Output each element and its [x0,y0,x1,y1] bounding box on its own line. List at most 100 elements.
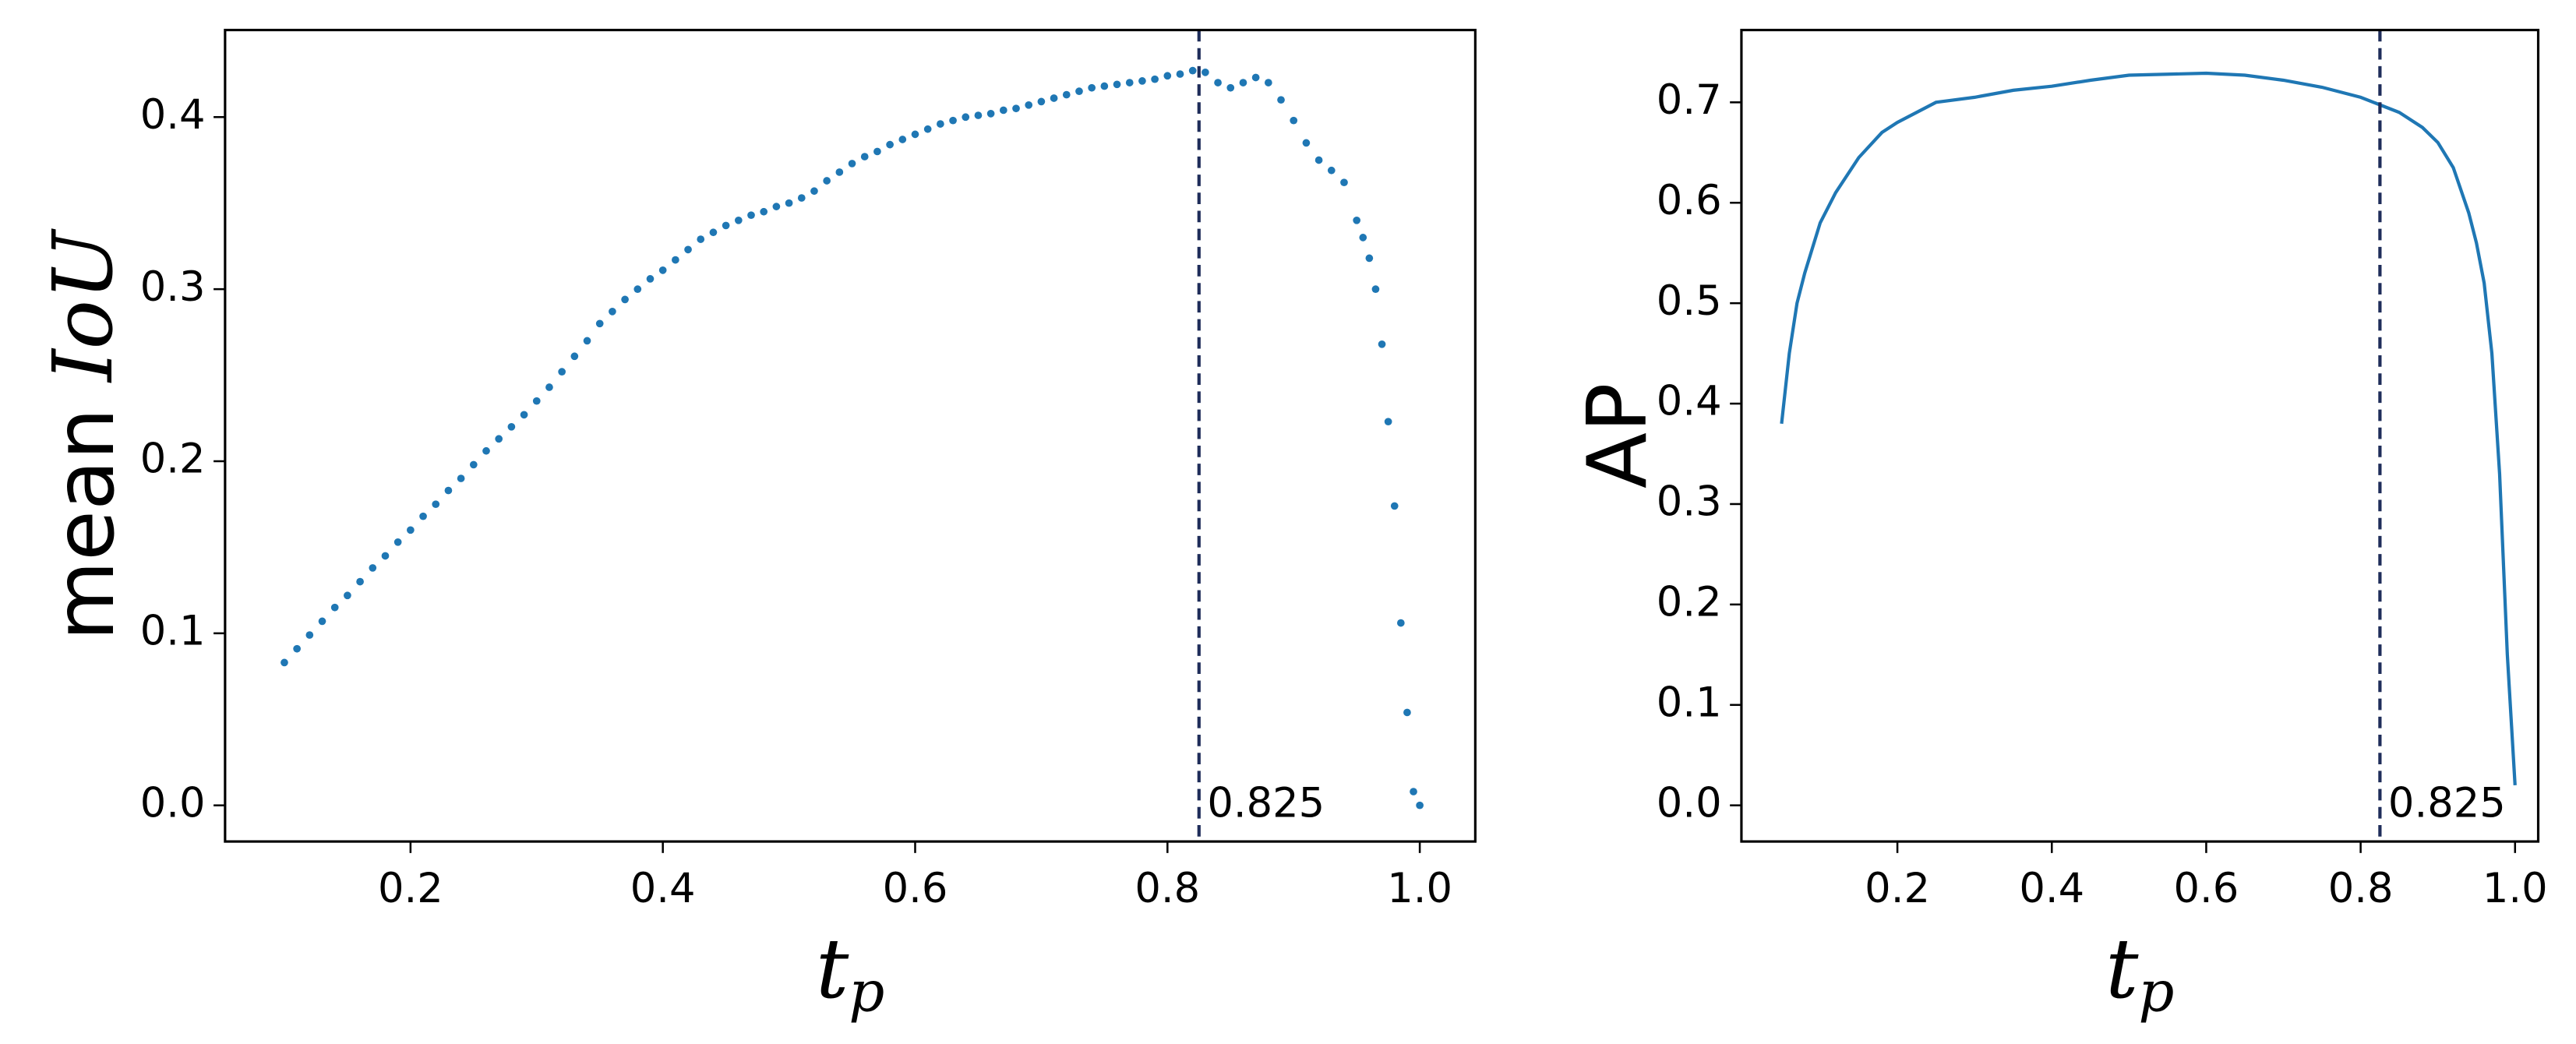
point [974,111,983,119]
point [393,538,402,546]
point [1365,254,1374,263]
point [658,266,667,274]
point [532,397,541,405]
x-label-sub: p [2138,958,2174,1024]
x-tick-label: 0.4 [2019,865,2084,912]
point [1416,801,1424,809]
x-tick-label: 0.6 [883,865,948,912]
point [344,591,351,600]
point [772,203,781,210]
point [1403,708,1411,717]
line [1780,71,2517,786]
point [1050,94,1058,102]
point [734,216,743,224]
point [1390,502,1399,510]
point [1251,73,1260,82]
point [962,113,970,122]
point [797,194,806,202]
point [1025,101,1033,109]
point [898,136,907,143]
point [318,617,326,626]
point [1088,83,1096,92]
point [419,512,427,520]
point [520,411,528,419]
point [432,500,440,509]
point [407,526,415,534]
point [1290,116,1298,125]
point [747,211,755,220]
point [684,245,692,254]
point [507,422,516,431]
point [1410,788,1417,795]
annotation: 0.825 [2388,779,2506,827]
point [697,235,705,243]
point [1384,418,1392,426]
y-axis-label: AP [1569,383,1665,488]
point [1151,75,1159,83]
point [356,577,364,586]
point [760,207,768,216]
point [457,474,465,482]
point [986,110,995,118]
y-tick-label: 0.5 [1657,277,1722,325]
point [1371,285,1380,293]
point [595,319,604,328]
point [923,125,932,133]
y-axis-label: mean IoU [35,228,132,641]
y-tick-label: 0.2 [140,436,206,483]
x-axis-label: tp [816,921,884,1024]
point [495,435,503,443]
point [305,631,314,639]
point [1075,87,1083,96]
point [1214,79,1222,86]
x-tick-label: 1.0 [2482,865,2548,912]
x-tick-label: 1.0 [1387,865,1452,912]
x-axis-label: tp [2105,921,2174,1024]
y-label-main: AP [1569,383,1665,488]
point [1314,156,1323,164]
point [1396,619,1405,627]
x-tick-label: 0.8 [2328,865,2394,912]
point [621,295,629,304]
point [785,199,793,207]
point [1113,80,1121,89]
y-tick-label: 0.7 [1657,76,1722,124]
point [1188,66,1197,75]
y-tick-label: 0.1 [140,607,206,654]
point [672,256,679,264]
x-label-main: t [816,921,849,1017]
point [1062,90,1071,99]
point [1378,340,1386,348]
point [1226,83,1235,92]
y-tick-label: 0.4 [140,91,206,139]
point [823,177,831,185]
point [1138,77,1146,85]
plot-frame [224,28,1477,843]
y-tick-label: 0.0 [1657,779,1722,827]
point [293,644,301,653]
x-tick-label: 0.2 [378,865,443,912]
x-label-main: t [2105,921,2139,1017]
x-tick-label: 0.4 [630,865,696,912]
point [646,275,655,283]
point [469,460,478,469]
point [1037,97,1046,106]
x-label-sub: p [849,958,884,1024]
point [1353,216,1361,224]
y-label-math: IoU [35,228,131,383]
point [1176,70,1184,78]
point [1302,139,1311,147]
point [369,564,377,572]
y-tick-label: 0.4 [1657,378,1722,425]
point [583,337,591,345]
point [558,368,566,376]
point [709,228,718,237]
point [281,658,288,667]
point [545,383,553,391]
point [482,446,490,455]
point [722,221,730,230]
point [848,160,856,168]
point [860,153,869,160]
